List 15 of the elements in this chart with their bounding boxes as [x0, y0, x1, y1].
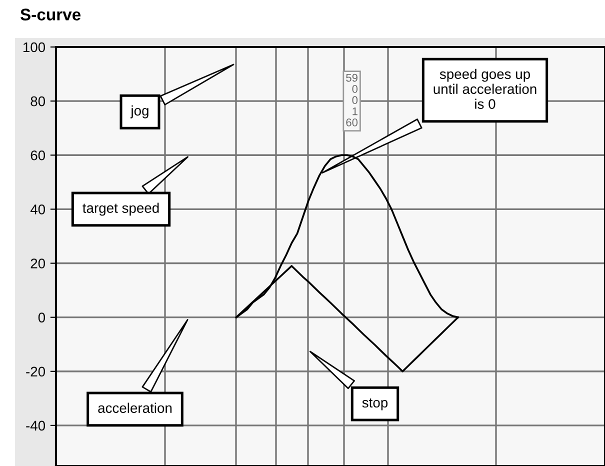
annotation: 59 0 0 1 60: [346, 74, 358, 126]
y-tick-label: -40: [26, 420, 46, 431]
annotation: jog: [130, 105, 148, 118]
y-tick-label: 0: [38, 312, 46, 322]
annotation: stop: [362, 398, 388, 410]
y-tick-label: 80: [30, 96, 46, 106]
annotation: speed goes up until acceleration is 0: [434, 68, 536, 109]
annotation: acceleration: [98, 402, 172, 413]
annotation: target speed: [82, 202, 159, 216]
y-tick-label: -20: [26, 366, 46, 377]
chart-title: S-curve: [20, 8, 81, 20]
y-tick-label: 20: [30, 258, 46, 268]
y-tick-label: 60: [30, 150, 46, 160]
y-tick-label: 100: [23, 42, 46, 52]
y-tick-label: 40: [30, 204, 46, 214]
